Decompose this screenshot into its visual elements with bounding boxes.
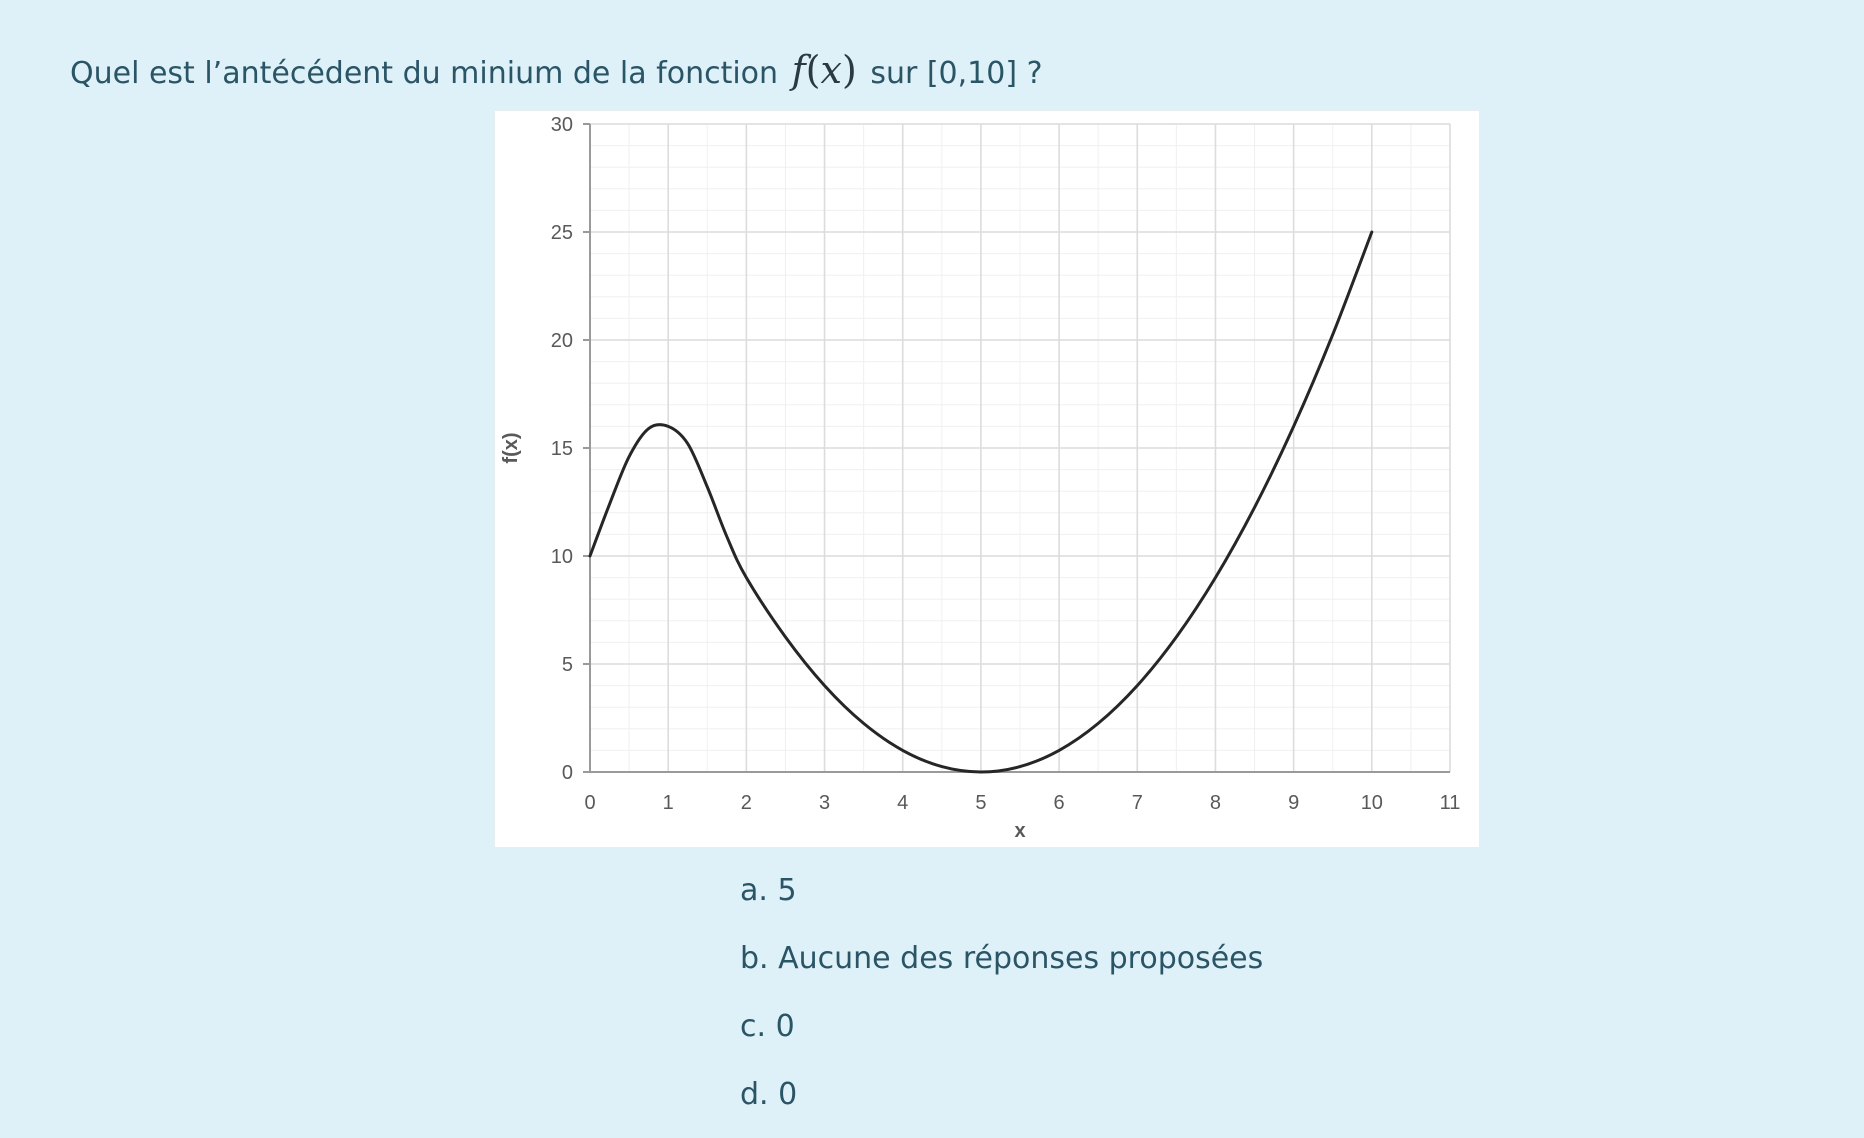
question-text: Quel est l’antécédent du minium de la fo… (70, 44, 1043, 100)
x-axis-title: x (1014, 820, 1025, 842)
y-tick-label: 15 (551, 438, 573, 460)
tick-labels: 0 5 10 15 20 25 30 0 1 2 3 4 5 6 7 8 9 10 11 (551, 114, 1461, 814)
y-tick-label: 30 (551, 114, 573, 136)
y-tick-label: 10 (551, 546, 573, 568)
answer-option-d[interactable]: d. 0 (740, 1077, 798, 1112)
answer-option-c[interactable]: c. 0 (740, 1009, 795, 1044)
function-close-paren: ) (841, 48, 857, 92)
x-tick-label: 6 (1054, 792, 1065, 814)
chart-container: 0 5 10 15 20 25 30 0 1 2 3 4 5 6 7 8 9 10 11 x f(x) (494, 110, 1480, 848)
answer-option-a[interactable]: a. 5 (740, 873, 797, 908)
x-tick-label: 3 (819, 792, 830, 814)
x-tick-label: 8 (1210, 792, 1221, 814)
y-axis-title: f(x) (500, 432, 522, 463)
function-variable: x (820, 48, 842, 92)
y-tick-label: 20 (551, 330, 573, 352)
x-tick-label: 5 (975, 792, 986, 814)
x-tick-label: 7 (1132, 792, 1143, 814)
y-tick-label: 25 (551, 222, 573, 244)
y-tick-label: 0 (562, 762, 573, 784)
answer-option-b[interactable]: b. Aucune des réponses proposées (740, 941, 1264, 976)
x-tick-label: 1 (663, 792, 674, 814)
function-notation: f(x) (792, 48, 857, 92)
function-name: f (791, 48, 806, 92)
chart-axes (583, 123, 1450, 773)
function-chart: 0 5 10 15 20 25 30 0 1 2 3 4 5 6 7 8 9 10 11 x f(x) (500, 114, 1461, 842)
y-tick-label: 5 (562, 654, 573, 676)
series-line (588, 230, 1374, 774)
x-tick-label: 10 (1361, 792, 1383, 814)
answer-list: a. 5 b. Aucune des réponses proposées c.… (740, 866, 1263, 1138)
x-tick-label: 2 (741, 792, 752, 814)
series-group (588, 230, 1374, 774)
x-tick-label: 11 (1440, 792, 1461, 814)
function-open-paren: ( (805, 48, 821, 92)
question-prefix: Quel est l’antécédent du minium de la fo… (70, 56, 779, 91)
x-tick-label: 0 (584, 792, 595, 814)
question-suffix: sur [0,10] ? (870, 56, 1043, 91)
x-tick-label: 4 (897, 792, 908, 814)
x-tick-label: 9 (1288, 792, 1299, 814)
